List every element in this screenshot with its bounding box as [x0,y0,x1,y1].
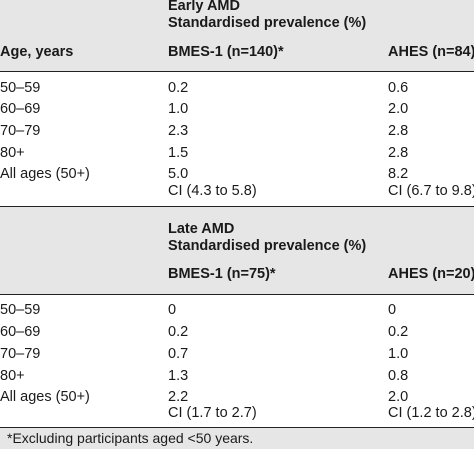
early-header-band [0,0,474,71]
late-header-rule [0,294,474,295]
table-row-age: 50–59 [0,302,41,318]
table-row-age: All ages (50+) [0,389,90,405]
table-cell-bmes: 0 [168,302,177,318]
table-cell-ahes: 0.8 [388,368,409,384]
table-cell-ahes: 2.0 [388,389,409,405]
table-cell-bmes: 2.2 [168,389,189,405]
table-cell-bmes: 0.2 [168,324,189,340]
table-cell-bmes: 2.3 [168,123,189,139]
age-column-header: Age, years [0,44,74,60]
table-cell-ahes: 8.2 [388,166,409,182]
early-subtitle: Standardised prevalence (%) [168,15,367,31]
table-cell-ahes: 0.2 [388,324,409,340]
section-divider-rule [0,206,474,207]
table-cell-bmes: 1.0 [168,101,189,117]
early-header-rule [0,71,474,72]
table-cell-ahes: 2.0 [388,101,409,117]
table-row-age: 80+ [0,368,25,384]
early-ci-ahes: CI (6.7 to 9.8) [388,183,474,199]
late-ahes-header: AHES (n=20)* [388,266,474,282]
table-cell-bmes: 0.7 [168,346,189,362]
early-title: Early AMD [168,0,240,14]
table-cell-ahes: 2.8 [388,145,409,161]
early-ci-bmes: CI (4.3 to 5.8) [168,183,257,199]
late-ci-ahes: CI (1.2 to 2.8) [388,405,474,421]
table-cell-bmes: 0.2 [168,80,189,96]
table-row-age: All ages (50+) [0,166,90,182]
table-row-age: 80+ [0,145,25,161]
table-bottom-rule [0,427,474,428]
table-cell-bmes: 5.0 [168,166,189,182]
table-cell-bmes: 1.5 [168,145,189,161]
table-cell-ahes: 0 [388,302,397,318]
table-row-age: 70–79 [0,346,41,362]
late-subtitle: Standardised prevalence (%) [168,238,367,254]
late-title: Late AMD [168,221,235,237]
table-row-age: 60–69 [0,101,41,117]
early-ahes-header: AHES (n=84)* [388,44,474,60]
footnote-band [0,428,474,449]
early-bmes-header: BMES-1 (n=140)* [168,44,284,60]
table-cell-ahes: 1.0 [388,346,409,362]
table-row-age: 50–59 [0,80,41,96]
table-row-age: 70–79 [0,123,41,139]
table-cell-ahes: 2.8 [388,123,409,139]
table-row-age: 60–69 [0,324,41,340]
late-header-band [0,207,474,294]
footnote: *Excluding participants aged <50 years. [7,430,254,446]
table-cell-bmes: 1.3 [168,368,189,384]
table-cell-ahes: 0.6 [388,80,409,96]
late-bmes-header: BMES-1 (n=75)* [168,266,276,282]
late-ci-bmes: CI (1.7 to 2.7) [168,405,257,421]
